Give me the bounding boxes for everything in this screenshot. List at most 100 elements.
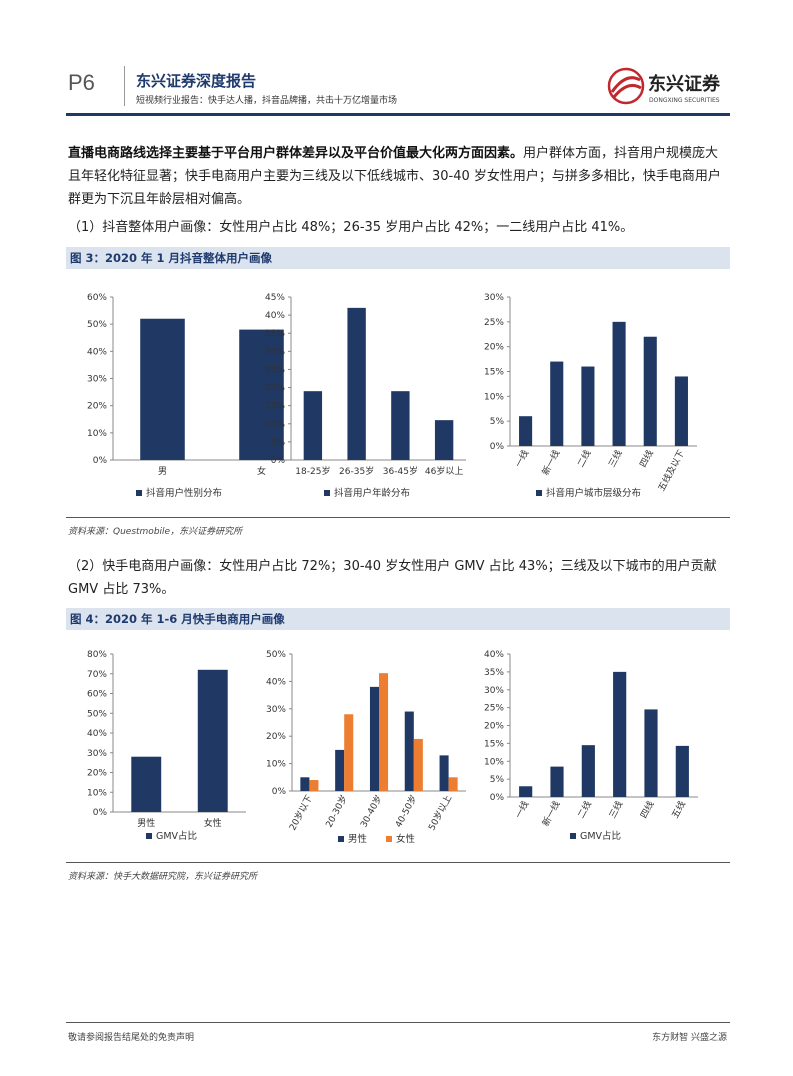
legend-swatch (536, 490, 542, 496)
legend-label: GMV占比 (580, 830, 621, 842)
figure-3-title-bar: 图 3：2020 年 1 月抖音整体用户画像 (66, 247, 730, 269)
figure-4: 0% 10% 20% 30% 40% 50% 60% 70% 80% 男性 女性 GMV占比 0% 10%… (66, 642, 730, 852)
bar (674, 376, 688, 446)
y-tick-label: 40% (87, 729, 107, 739)
x-tick-label: 女性 (204, 817, 222, 829)
legend-swatch (324, 490, 330, 496)
y-tick-label: 40% (265, 311, 285, 321)
y-tick-label: 70% (87, 670, 107, 680)
figure-4-source: 资料来源：快手大数据研究院，东兴证券研究所 (68, 872, 258, 882)
x-tick-label: 男 (158, 466, 167, 477)
x-tick-label: 四线 (637, 448, 656, 470)
y-tick-label: 30% (265, 347, 285, 357)
bar (519, 786, 533, 797)
y-tick-label: 60% (87, 690, 107, 700)
figure-4-rule (66, 862, 730, 863)
y-tick-label: 80% (87, 650, 107, 660)
y-tick-label: 25% (484, 704, 504, 714)
bar (309, 780, 319, 791)
y-tick-label: 30% (484, 293, 504, 303)
x-tick-label: 50岁以上 (426, 793, 455, 833)
x-tick-label: 五线 (669, 799, 688, 821)
x-tick-label: 36-45岁 (383, 465, 418, 477)
legend-swatch (570, 833, 576, 839)
figure-3-rule (66, 517, 730, 518)
y-tick-label: 0% (490, 442, 505, 452)
bar (335, 749, 345, 791)
bar (675, 745, 689, 797)
bar (379, 673, 389, 791)
bar (448, 777, 458, 791)
bar (519, 416, 533, 446)
figure-3-source: 资料来源：Questmobile，东兴证券研究所 (68, 527, 243, 537)
bar (439, 755, 449, 791)
legend-swatch (338, 836, 344, 842)
y-tick-label: 0% (93, 808, 108, 818)
bar (391, 391, 410, 460)
y-tick-label: 5% (490, 775, 505, 785)
bar (550, 766, 564, 797)
bar (581, 745, 595, 797)
legend-label: 抖音用户城市层级分布 (546, 487, 641, 499)
intro-paragraph: 直播电商路线选择主要基于平台用户群体差异以及平台价值最大化两方面因素。用户群体方… (68, 142, 730, 211)
y-tick-label: 0% (272, 787, 287, 797)
y-tick-label: 50% (87, 709, 107, 719)
y-tick-label: 15% (484, 739, 504, 749)
report-title: 东兴证券深度报告 (136, 72, 257, 90)
y-tick-label: 20% (484, 722, 504, 732)
intro-bold: 直播电商路线选择主要基于平台用户群体差异以及平台价值最大化两方面因素。 (68, 146, 524, 161)
y-tick-label: 0% (93, 456, 108, 466)
y-tick-label: 20% (266, 732, 286, 742)
bar (550, 361, 564, 446)
chart-1: 0% 5% 10% 15% 20% 25% 30% 35% 40% 45% 18-25岁 26-35岁… (265, 293, 466, 499)
x-tick-label: 男性 (137, 817, 155, 829)
bar (369, 686, 379, 791)
y-tick-label: 30% (87, 749, 107, 759)
x-tick-label: 26-35岁 (339, 465, 374, 477)
legend-label: 抖音用户性别分布 (146, 487, 222, 499)
chart-4: 0% 10% 20% 30% 40% 50% 20岁以下 20-30岁 30-40岁 40-50岁… (266, 650, 466, 845)
x-tick-label: 20岁以下 (286, 793, 315, 833)
y-tick-label: 30% (87, 375, 107, 385)
chart-2: 0% 5% 10% 15% 20% 25% 30% 一线 新一线 二线 三线 四线 五线及以下抖音用户城… (484, 293, 697, 499)
bar (140, 318, 185, 460)
x-tick-label: 一线 (512, 448, 531, 470)
figure-4-title: 图 4：2020 年 1-6 月快手电商用户画像 (70, 612, 285, 626)
x-tick-label: 女 (257, 465, 266, 477)
y-tick-label: 25% (265, 365, 285, 375)
y-tick-label: 40% (484, 650, 504, 660)
x-tick-label: 40-50岁 (392, 793, 419, 830)
header-divider (124, 66, 125, 106)
header-rule (66, 113, 730, 116)
y-tick-label: 20% (484, 343, 504, 353)
footer-rule (66, 1022, 730, 1023)
page-number: P6 (68, 70, 95, 95)
bar (347, 307, 366, 460)
bar (434, 420, 454, 460)
y-tick-label: 20% (265, 384, 285, 394)
figure-3: 0% 10% 20% 30% 40% 50% 60% 男 女抖音用户性别分布 0% 5% 10% 15%… (66, 283, 730, 508)
x-tick-label: 新一线 (539, 448, 562, 477)
figure-4-title-bar: 图 4：2020 年 1-6 月快手电商用户画像 (66, 608, 730, 630)
y-tick-label: 20% (87, 769, 107, 779)
bar (613, 671, 627, 797)
x-tick-label: 46岁以上 (425, 465, 463, 477)
legend-label: GMV占比 (156, 830, 197, 842)
y-tick-label: 50% (266, 650, 286, 660)
logo-text: 东兴证券 (648, 73, 721, 95)
bar (581, 366, 595, 446)
x-tick-label: 新一线 (539, 799, 562, 828)
legend-label: 男性 (348, 833, 368, 845)
y-tick-label: 10% (266, 760, 286, 770)
legend-label: 抖音用户年龄分布 (334, 487, 410, 499)
chart-3: 0% 10% 20% 30% 40% 50% 60% 70% 80% 男性 女性 GMV占比 (87, 650, 246, 842)
y-tick-label: 5% (271, 438, 286, 448)
legend-swatch (136, 490, 142, 496)
bar (344, 714, 354, 791)
x-tick-label: 三线 (606, 799, 625, 821)
point-2: （2）快手电商用户画像：女性用户占比 72%；30-40 岁女性用户 GMV 占… (68, 559, 717, 597)
y-tick-label: 35% (484, 668, 504, 678)
bar (643, 336, 657, 446)
legend-swatch (386, 836, 392, 842)
